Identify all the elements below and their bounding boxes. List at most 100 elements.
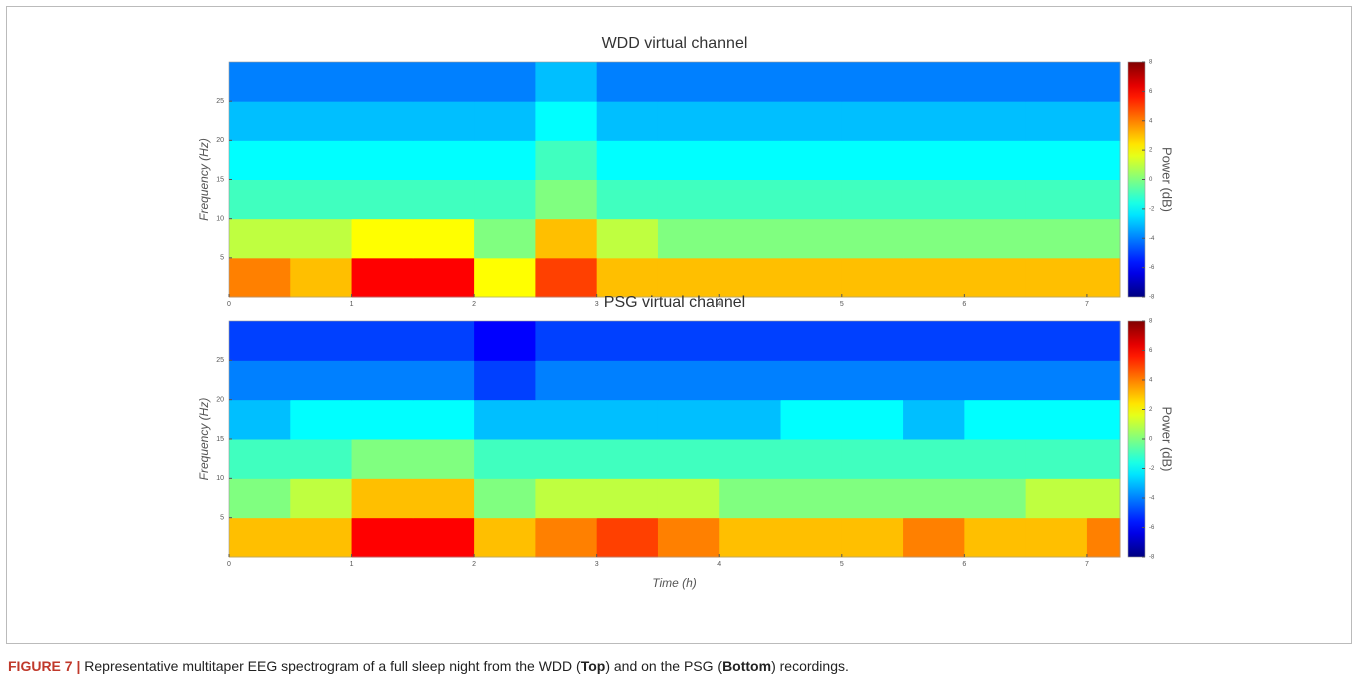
heatmap-cell [596,321,659,361]
heatmap-cell [351,218,414,259]
heatmap-cell [964,360,1027,401]
heatmap-cell [290,140,353,180]
heatmap-cell [719,478,782,519]
heatmap-cell [780,218,843,259]
y-tick-label: 5 [220,515,224,522]
caption-label: FIGURE 7 | [8,658,81,674]
heatmap-cell [229,179,291,220]
y-tick-label: 15 [216,176,224,183]
heatmap-cell [780,439,843,479]
heatmap-cell [841,478,904,519]
heatmap-cell [780,257,843,298]
heatmap-cell [474,399,536,440]
heatmap-cell [351,257,414,298]
colorbar-tick-label: 4 [1149,378,1153,384]
heatmap-cell [474,179,536,220]
heatmap-cell [229,62,291,102]
x-tick-label: 6 [962,561,966,568]
heatmap-cell [229,101,291,141]
colorbar-label: Power (dB) [1160,147,1175,212]
heatmap-cell [229,439,291,479]
heatmap-cell [351,439,414,479]
heatmap-cell [596,62,659,102]
heatmap-cell [474,140,536,180]
heatmap-cell [1086,321,1121,361]
colorbar-tick-label: 8 [1149,60,1153,66]
x-tick-label: 0 [227,301,231,308]
heatmap-cell [780,478,843,519]
heatmap-cell [474,218,536,259]
heatmap-cell [719,218,782,259]
heatmap-cell [412,399,475,440]
colorbar-tick-label: -6 [1149,265,1155,271]
heatmap-cell [657,439,720,479]
y-tick-label: 15 [216,436,224,443]
heatmap-cell [290,257,353,298]
heatmap-cell [412,62,475,102]
heatmap-cell [657,101,720,141]
heatmap-cell [412,179,475,220]
heatmap-cell [351,478,414,519]
heatmap-cell [903,101,965,141]
heatmap-cell [474,321,536,361]
colorbar-tick-label: -8 [1149,295,1155,301]
heatmap-cell [412,439,475,479]
heatmap-cell [596,439,659,479]
heatmap-cell [841,360,904,401]
heatmap-cell [657,140,720,180]
heatmap-cell [596,517,659,558]
caption-bold: Top [580,658,606,674]
heatmap-cell [1086,101,1121,141]
heatmap-cell [719,62,782,102]
colorbar-tick-label: -6 [1149,525,1155,531]
heatmap-cell [657,62,720,102]
y-tick-label: 10 [216,475,224,482]
heatmap-cell [780,360,843,401]
heatmap-cell [290,62,353,102]
heatmap-cell [412,517,475,558]
heatmap-cell [841,101,904,141]
colorbar-tick-label: 4 [1149,118,1153,124]
heatmap-cell [1025,101,1088,141]
heatmap-cell [412,321,475,361]
heatmap-cell [719,517,782,558]
heatmap-cell [1086,399,1121,440]
heatmap-cell [841,257,904,298]
heatmap-cell [229,517,291,558]
heatmap-cell [903,62,965,102]
heatmap-cell [596,218,659,259]
heatmap-cell [290,101,353,141]
heatmap-cell [535,101,598,141]
heatmap-cell [229,140,291,180]
colorbar-tick-label: 8 [1149,319,1153,325]
y-tick-label: 5 [220,255,224,262]
y-tick-label: 20 [216,397,224,404]
heatmap-cell [903,439,965,479]
x-tick-label: 3 [595,561,599,568]
heatmap-cell [1025,179,1088,220]
x-tick-label: 4 [717,301,721,308]
heatmap-cell [964,478,1027,519]
heatmap-cell [657,517,720,558]
heatmap-cell [290,439,353,479]
colorbar-tick-label: -4 [1149,496,1155,502]
heatmap-cell [964,101,1027,141]
heatmap-cell [290,321,353,361]
heatmap-cell [596,179,659,220]
heatmap-cell [780,399,843,440]
y-tick-label: 25 [216,98,224,105]
heatmap-cell [1025,218,1088,259]
heatmap-cell [964,399,1027,440]
heatmap-cell [229,478,291,519]
y-tick-label: 20 [216,137,224,144]
heatmap-cell [229,360,291,401]
heatmap-cell [412,257,475,298]
x-tick-label: 4 [717,561,721,568]
figure-frame [6,6,1352,644]
heatmap-cell [964,439,1027,479]
heatmap-cell [1025,257,1088,298]
x-tick-label: 2 [472,561,476,568]
heatmap-cell [412,140,475,180]
heatmap-cell [1025,360,1088,401]
